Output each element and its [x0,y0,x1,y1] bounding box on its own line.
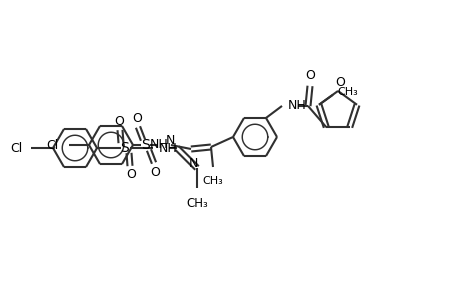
Text: O: O [150,166,160,178]
Text: NH: NH [150,137,168,151]
Text: Cl: Cl [11,142,23,154]
Text: NH: NH [159,142,177,154]
Text: O: O [132,112,142,124]
Text: CH₃: CH₃ [202,176,223,186]
Text: S: S [141,138,150,152]
Text: N: N [188,157,197,170]
Text: O: O [334,76,344,89]
Text: NH: NH [287,99,306,112]
Text: CH₃: CH₃ [186,197,207,210]
Text: N: N [165,134,174,147]
Text: CH₃: CH₃ [336,87,357,97]
Text: O: O [126,169,136,182]
Text: O: O [304,69,314,82]
Text: O: O [114,115,123,128]
Text: Cl: Cl [47,139,59,152]
Text: S: S [120,141,129,155]
